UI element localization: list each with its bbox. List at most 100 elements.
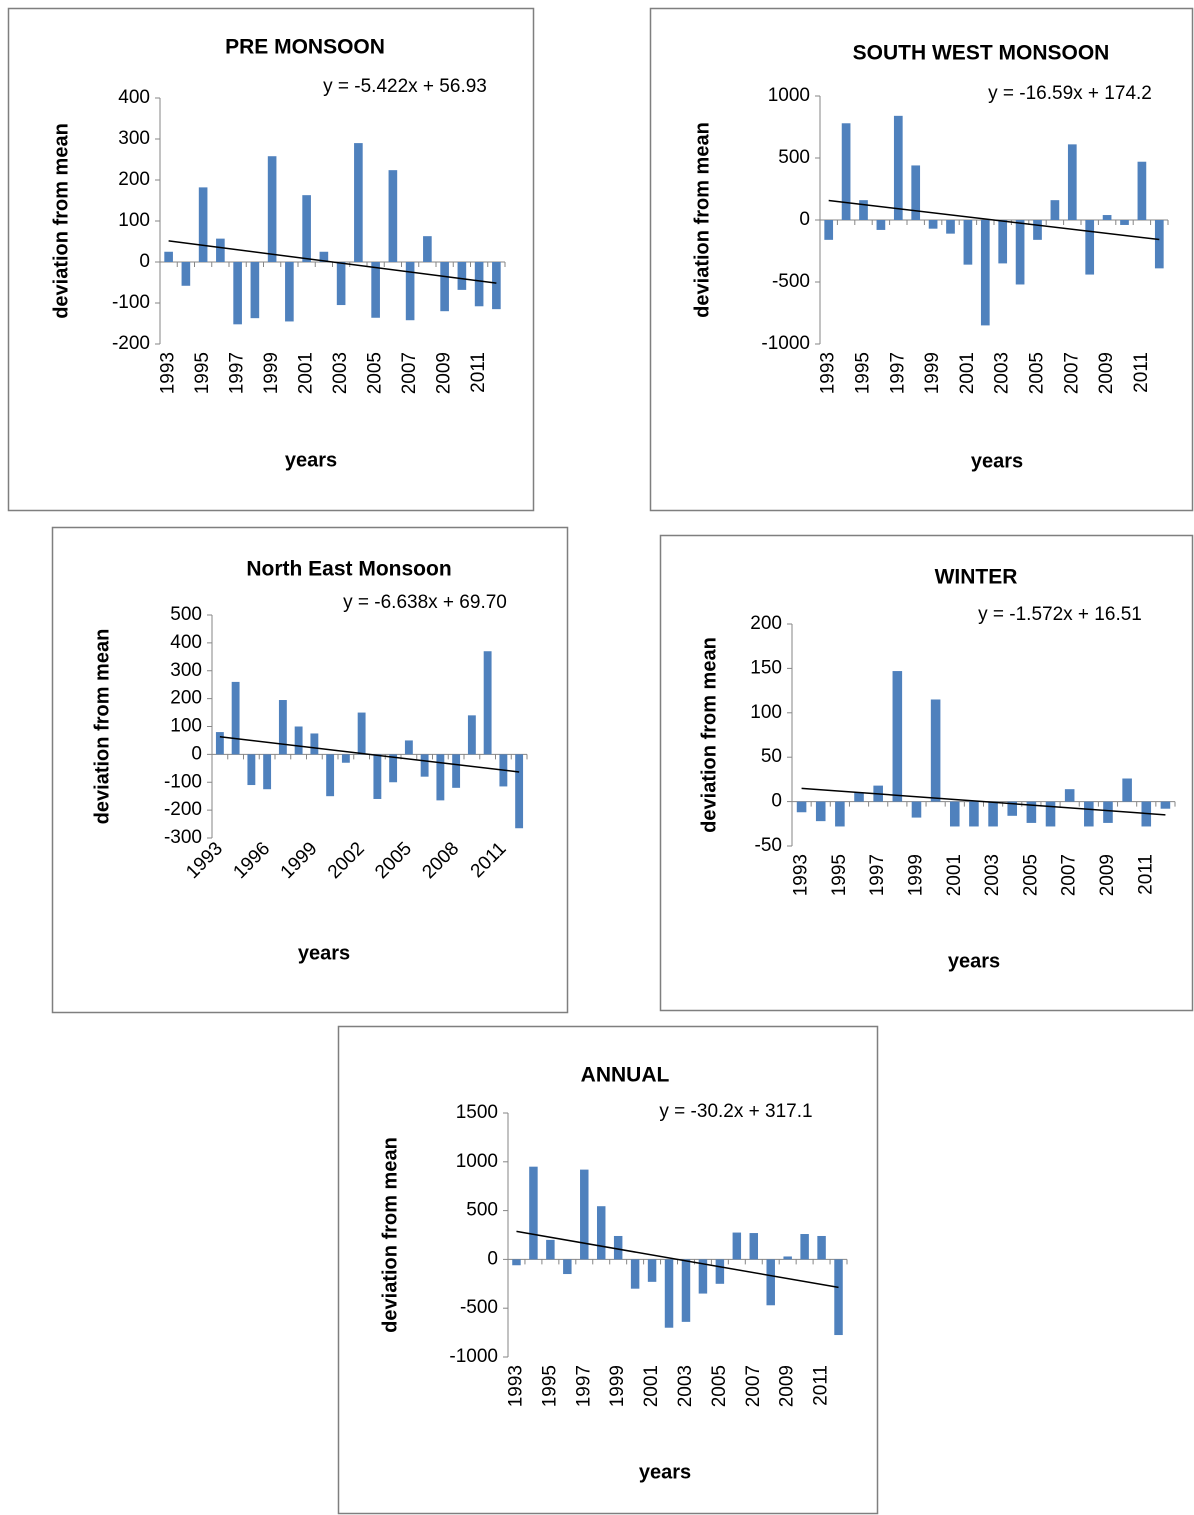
bar <box>404 740 413 755</box>
bar <box>834 1259 843 1336</box>
x-tick-label: 1993 <box>505 1365 526 1407</box>
y-tick-label: 0 <box>139 251 150 272</box>
bar <box>1160 801 1171 809</box>
bar <box>613 1235 623 1260</box>
bar <box>420 754 429 777</box>
x-tick-label: 2007 <box>743 1365 764 1407</box>
bar <box>980 220 990 326</box>
bar <box>1120 220 1129 225</box>
trendline-equation: y = -1.572x + 16.51 <box>978 604 1142 625</box>
y-tick-label: 500 <box>170 604 202 625</box>
bar <box>216 238 225 262</box>
x-tick-label: 2002 <box>324 838 369 883</box>
trendline <box>219 736 520 773</box>
bar <box>181 262 191 286</box>
trendline <box>516 1230 839 1289</box>
x-tick-label: 2003 <box>330 352 351 394</box>
chart: PRE MONSOON deviation from mean years -200 -… <box>7 7 535 512</box>
bar <box>647 1259 657 1282</box>
bar <box>198 187 208 262</box>
y-tick-label: 300 <box>118 128 150 149</box>
bar <box>1033 220 1042 240</box>
bar <box>681 1259 691 1322</box>
x-axis-title: years <box>639 1461 691 1483</box>
chart: SOUTH WEST MONSOON deviation from mean yea… <box>649 7 1194 512</box>
bar <box>357 712 366 755</box>
bar <box>267 156 277 262</box>
chart-title: SOUTH WEST MONSOON <box>853 42 1110 65</box>
bar <box>326 754 335 797</box>
bar <box>336 262 346 306</box>
bar <box>1137 161 1147 220</box>
bar <box>215 732 224 755</box>
bar <box>783 1256 792 1260</box>
bar <box>515 754 524 829</box>
chart-frame <box>51 526 569 1014</box>
y-tick-label: -500 <box>460 1297 498 1318</box>
bar <box>1084 801 1094 827</box>
bar <box>474 262 484 307</box>
bar <box>389 754 398 783</box>
x-tick-label: 2005 <box>1020 854 1041 896</box>
bar <box>467 715 476 755</box>
bar <box>483 651 492 755</box>
bar <box>1122 778 1132 802</box>
bar <box>796 801 807 813</box>
bar <box>946 220 955 234</box>
bar <box>911 165 921 220</box>
bar <box>963 220 973 265</box>
x-tick-label: 2007 <box>1059 854 1080 896</box>
x-tick-label: 2009 <box>1096 352 1117 394</box>
chart: ANNUAL deviation from mean years -1000 -500 0… <box>337 1025 879 1515</box>
bar <box>928 220 938 229</box>
y-tick-label: -200 <box>112 333 150 354</box>
y-tick-label: 500 <box>778 147 810 168</box>
x-tick-label: 2001 <box>944 854 965 896</box>
y-tick-label: 0 <box>771 791 782 812</box>
bar <box>1045 801 1056 827</box>
bar <box>732 1232 742 1260</box>
bar <box>580 1169 589 1260</box>
bar <box>457 262 467 290</box>
x-tick-label: 2003 <box>982 854 1003 896</box>
bar <box>310 733 319 755</box>
bar <box>529 1166 538 1260</box>
y-tick-label: -500 <box>772 271 810 292</box>
chart: WINTER deviation from mean years -50 0 50 100 1… <box>659 534 1194 1012</box>
bar <box>285 262 294 322</box>
x-tick-label: 2005 <box>1027 352 1048 394</box>
x-tick-label: 2007 <box>1061 352 1082 394</box>
chart-frame <box>7 7 535 512</box>
y-tick-label: 300 <box>170 660 202 681</box>
y-tick-label: -1000 <box>761 333 810 354</box>
chart-frame <box>337 1025 879 1515</box>
y-tick-label: 1000 <box>456 1151 498 1172</box>
y-tick-label: 50 <box>761 746 782 767</box>
x-tick-label: 1995 <box>192 352 213 394</box>
bar <box>452 754 461 788</box>
x-tick-label: 2011 <box>468 352 489 393</box>
bar <box>988 801 998 827</box>
bar <box>630 1259 640 1289</box>
y-tick-label: 1000 <box>768 85 810 106</box>
x-tick-label: 2011 <box>1135 854 1156 895</box>
bar <box>749 1233 759 1260</box>
y-tick-label: 200 <box>170 688 202 709</box>
x-tick-label: 1999 <box>905 854 926 896</box>
bar <box>546 1239 555 1260</box>
x-tick-label: 1997 <box>227 352 248 394</box>
y-tick-label: 200 <box>118 169 150 190</box>
trendline-equation: y = -16.59x + 174.2 <box>988 83 1152 104</box>
x-tick-label: 2001 <box>296 352 317 394</box>
x-tick-label: 2005 <box>709 1365 730 1407</box>
trendline <box>801 787 1166 816</box>
chart-title: PRE MONSOON <box>225 36 385 59</box>
trendline-equation: y = -6.638x + 69.70 <box>343 592 507 613</box>
bar <box>1064 789 1075 802</box>
bar <box>824 220 834 240</box>
bar <box>854 792 864 802</box>
bar <box>1102 215 1112 220</box>
y-axis-title: deviation from mean <box>91 629 113 825</box>
bar <box>911 801 922 818</box>
